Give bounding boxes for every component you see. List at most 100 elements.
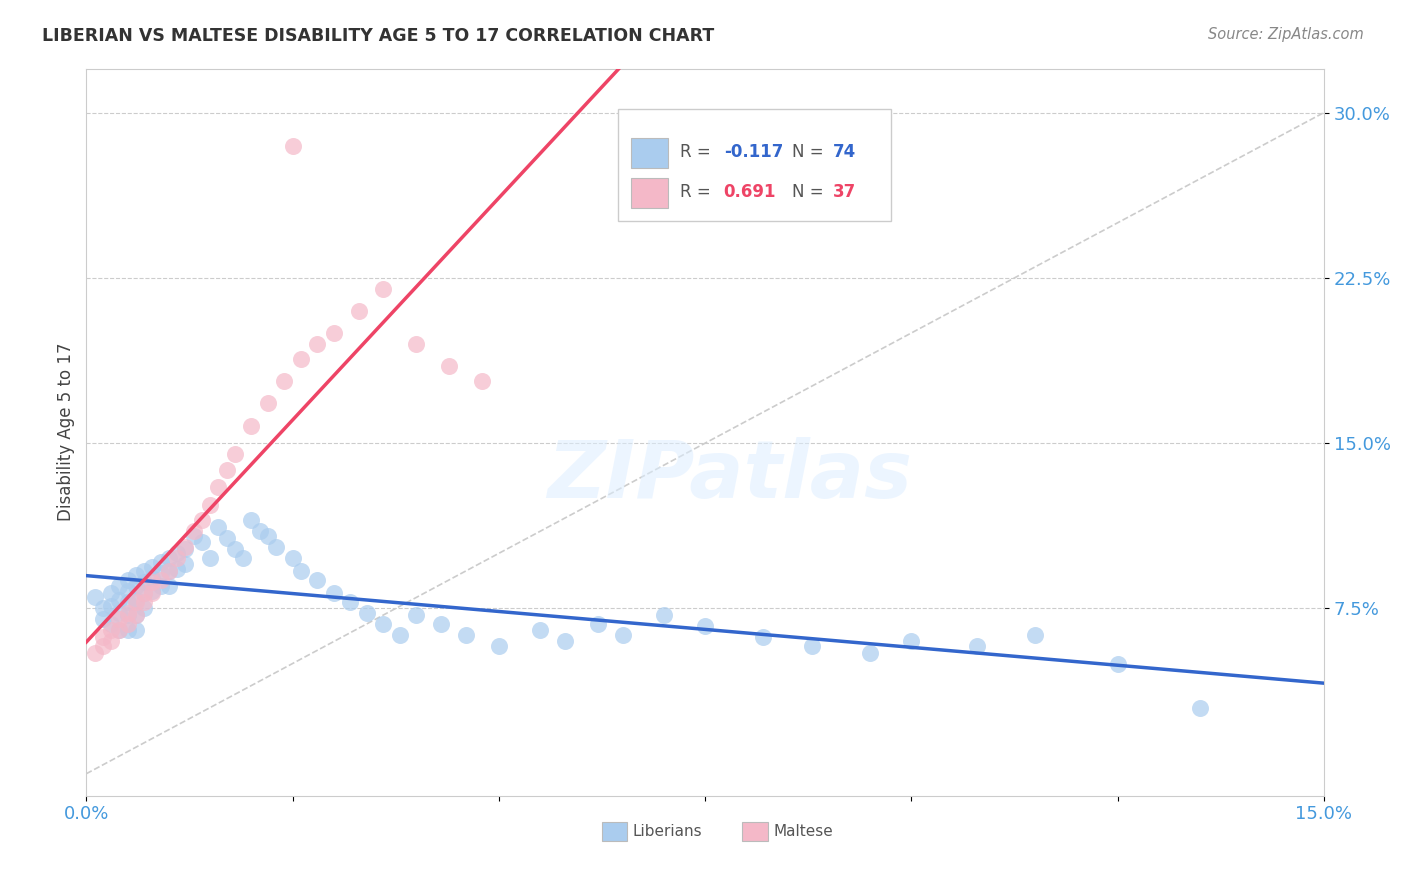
Point bbox=[83, 646, 105, 660]
Point bbox=[125, 592, 148, 607]
Point bbox=[256, 529, 278, 543]
Point bbox=[1189, 700, 1212, 714]
Text: Source: ZipAtlas.com: Source: ZipAtlas.com bbox=[1208, 27, 1364, 42]
Point bbox=[108, 624, 131, 638]
Point bbox=[117, 608, 139, 623]
Point bbox=[166, 546, 188, 560]
Y-axis label: Disability Age 5 to 17: Disability Age 5 to 17 bbox=[58, 343, 75, 522]
Point bbox=[108, 612, 131, 626]
FancyBboxPatch shape bbox=[631, 137, 668, 169]
Point bbox=[157, 550, 180, 565]
Point bbox=[405, 608, 427, 623]
Point bbox=[198, 498, 221, 512]
Point bbox=[256, 396, 278, 410]
Point bbox=[117, 616, 139, 631]
Point bbox=[125, 608, 148, 623]
Point bbox=[117, 583, 139, 598]
Point bbox=[100, 634, 122, 648]
Point bbox=[149, 579, 172, 593]
Point bbox=[108, 606, 131, 620]
Point bbox=[100, 616, 122, 631]
Point bbox=[166, 550, 188, 565]
Point bbox=[215, 462, 238, 476]
Point bbox=[132, 574, 155, 589]
Point bbox=[307, 337, 329, 351]
Point bbox=[157, 564, 180, 578]
Point bbox=[273, 375, 295, 389]
Point bbox=[322, 326, 344, 340]
Point bbox=[191, 535, 214, 549]
Point bbox=[141, 574, 163, 589]
Point bbox=[132, 586, 155, 600]
Text: N =: N = bbox=[792, 183, 828, 202]
Point bbox=[141, 586, 163, 600]
Point bbox=[91, 612, 114, 626]
Point bbox=[264, 540, 287, 554]
Point bbox=[249, 524, 271, 539]
Point bbox=[405, 337, 427, 351]
Text: Maltese: Maltese bbox=[773, 824, 832, 838]
Point bbox=[117, 606, 139, 620]
Text: LIBERIAN VS MALTESE DISABILITY AGE 5 TO 17 CORRELATION CHART: LIBERIAN VS MALTESE DISABILITY AGE 5 TO … bbox=[42, 27, 714, 45]
Point bbox=[108, 624, 131, 638]
Point bbox=[117, 573, 139, 587]
Point bbox=[149, 566, 172, 581]
Point bbox=[141, 571, 163, 585]
Point bbox=[652, 608, 675, 623]
Point bbox=[388, 628, 411, 642]
Point bbox=[174, 558, 197, 572]
Text: 0.691: 0.691 bbox=[724, 183, 776, 202]
Point bbox=[117, 624, 139, 638]
Text: R =: R = bbox=[681, 143, 716, 161]
Point bbox=[83, 591, 105, 605]
Point bbox=[439, 359, 461, 373]
FancyBboxPatch shape bbox=[619, 109, 891, 221]
Point bbox=[307, 573, 329, 587]
Point bbox=[290, 352, 312, 367]
Point bbox=[612, 628, 634, 642]
Point bbox=[900, 634, 922, 648]
Point bbox=[215, 531, 238, 545]
Point bbox=[174, 540, 197, 554]
Point bbox=[125, 568, 148, 582]
Point bbox=[132, 586, 155, 600]
Point bbox=[108, 579, 131, 593]
Point bbox=[290, 564, 312, 578]
Point bbox=[373, 282, 395, 296]
Point bbox=[125, 579, 148, 593]
Point bbox=[240, 418, 263, 433]
Point bbox=[91, 630, 114, 644]
Point bbox=[91, 601, 114, 615]
Point bbox=[859, 646, 882, 660]
Point bbox=[347, 304, 370, 318]
Point bbox=[198, 550, 221, 565]
Point bbox=[281, 550, 304, 565]
Point bbox=[966, 639, 988, 653]
Point bbox=[322, 586, 344, 600]
Text: 37: 37 bbox=[832, 183, 856, 202]
Point bbox=[183, 529, 205, 543]
Point bbox=[529, 624, 551, 638]
Point bbox=[108, 592, 131, 607]
Text: -0.117: -0.117 bbox=[724, 143, 783, 161]
Point bbox=[125, 624, 148, 638]
Point bbox=[224, 447, 246, 461]
Point bbox=[207, 480, 229, 494]
Point bbox=[141, 559, 163, 574]
Point bbox=[149, 555, 172, 569]
Point bbox=[207, 520, 229, 534]
Point bbox=[174, 541, 197, 556]
Text: 74: 74 bbox=[832, 143, 856, 161]
Point bbox=[430, 616, 453, 631]
Point bbox=[488, 639, 510, 653]
Point bbox=[471, 375, 494, 389]
Point bbox=[1107, 657, 1129, 671]
FancyBboxPatch shape bbox=[631, 178, 668, 208]
Point bbox=[281, 138, 304, 153]
Point bbox=[554, 634, 576, 648]
Point bbox=[586, 616, 609, 631]
Text: N =: N = bbox=[792, 143, 828, 161]
Point bbox=[141, 583, 163, 598]
Point bbox=[801, 639, 824, 653]
Point bbox=[157, 579, 180, 593]
